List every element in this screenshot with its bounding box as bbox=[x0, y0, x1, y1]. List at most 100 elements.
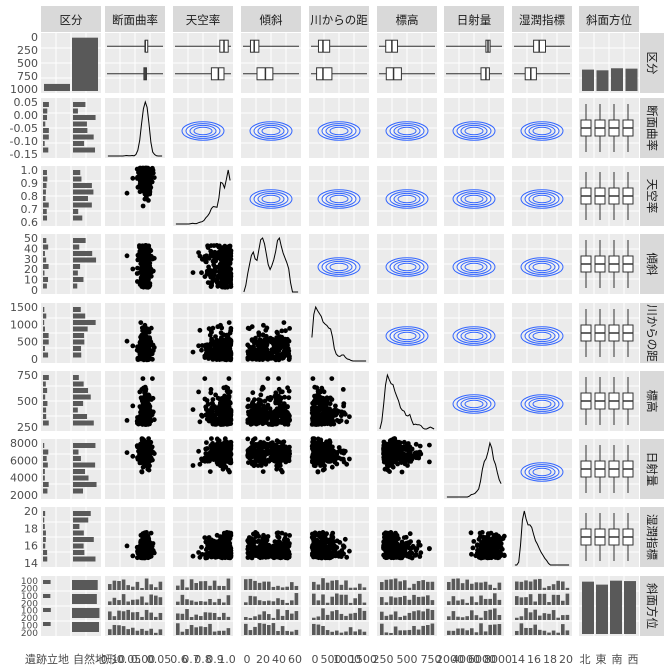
scatter-point bbox=[387, 469, 392, 474]
contour-line bbox=[249, 189, 293, 209]
scatter-point bbox=[265, 436, 271, 442]
histogram-bar bbox=[43, 530, 46, 536]
scatter-point bbox=[206, 455, 212, 461]
contour-line bbox=[397, 331, 417, 341]
scatter-point bbox=[245, 450, 251, 456]
contour-line bbox=[520, 121, 564, 141]
scatter-point bbox=[148, 273, 154, 279]
scatter-point bbox=[264, 351, 270, 357]
scatter-point bbox=[147, 189, 153, 195]
scatter-point bbox=[405, 441, 411, 446]
scatter-point bbox=[286, 395, 292, 401]
panel bbox=[512, 439, 572, 499]
panel bbox=[444, 439, 504, 499]
scatter-point bbox=[330, 418, 336, 424]
histogram-bar bbox=[73, 183, 92, 188]
box bbox=[317, 39, 331, 53]
scatter-point bbox=[213, 392, 219, 398]
histogram-bar bbox=[43, 381, 46, 387]
scatter-point bbox=[287, 444, 292, 450]
scatter-point bbox=[273, 453, 279, 459]
scatter-point bbox=[247, 344, 252, 350]
histogram-bar bbox=[43, 170, 47, 175]
density-curve bbox=[107, 100, 163, 157]
scatter-point bbox=[317, 397, 323, 403]
histogram-bar bbox=[73, 215, 83, 221]
scatter-point bbox=[285, 385, 290, 391]
scatter-point bbox=[324, 457, 330, 463]
scatter-point bbox=[213, 351, 219, 357]
scatter-point bbox=[213, 334, 218, 339]
panel bbox=[512, 33, 572, 93]
column-strip bbox=[309, 6, 369, 32]
scatter-point bbox=[287, 326, 292, 331]
row-strip bbox=[640, 439, 664, 499]
scatter-point bbox=[215, 395, 221, 401]
scatter-point bbox=[315, 392, 321, 398]
scatter-point bbox=[264, 412, 270, 418]
scatter-point bbox=[139, 469, 145, 474]
panel bbox=[377, 98, 437, 158]
scatter-point bbox=[332, 407, 338, 413]
panel bbox=[41, 166, 101, 226]
histogram-bar bbox=[43, 277, 49, 282]
scatter-point bbox=[262, 398, 268, 404]
scatter-point bbox=[142, 172, 148, 178]
contour-line bbox=[189, 124, 217, 138]
scatter-point bbox=[208, 343, 214, 348]
contour-line bbox=[393, 192, 421, 206]
histogram-bar bbox=[43, 251, 45, 256]
panel bbox=[309, 436, 369, 499]
panel bbox=[105, 507, 165, 567]
histogram-bar bbox=[43, 128, 49, 133]
scatter-point bbox=[142, 440, 148, 445]
scatter-point bbox=[255, 456, 261, 462]
panel bbox=[309, 98, 369, 158]
scatter-point bbox=[251, 437, 256, 443]
scatter-point bbox=[210, 273, 216, 279]
box bbox=[316, 67, 333, 81]
scatter-point bbox=[151, 345, 157, 350]
contour-line bbox=[524, 328, 560, 344]
scatter-point bbox=[314, 385, 320, 391]
row-strip bbox=[640, 576, 664, 636]
scatter-point bbox=[204, 407, 209, 412]
scatter-point bbox=[150, 376, 155, 381]
histogram-bar bbox=[73, 170, 81, 175]
contour-line bbox=[257, 192, 285, 206]
histogram-bar bbox=[73, 550, 85, 555]
scatter-point bbox=[148, 248, 154, 254]
scatter-point bbox=[336, 445, 342, 450]
scatter-point bbox=[275, 464, 280, 470]
scatter-point bbox=[270, 354, 275, 359]
density-curve bbox=[243, 236, 299, 293]
histogram-bar bbox=[73, 443, 96, 448]
scatter-point bbox=[247, 455, 252, 461]
scatter-point bbox=[220, 444, 226, 450]
scatter-point bbox=[277, 395, 282, 401]
scatter-point bbox=[226, 376, 232, 381]
scatter-point bbox=[383, 444, 389, 450]
scatter-point bbox=[283, 420, 288, 426]
scatter-point bbox=[225, 453, 231, 458]
scatter-point bbox=[149, 412, 155, 418]
scatter-point bbox=[225, 390, 231, 396]
contour-line bbox=[249, 121, 293, 141]
scatter-point bbox=[227, 253, 233, 258]
scatter-point bbox=[255, 343, 261, 348]
row-strip bbox=[640, 33, 664, 93]
scatter-point bbox=[282, 453, 288, 458]
density-curve bbox=[311, 305, 367, 362]
scatter-point bbox=[141, 248, 147, 254]
row-strip-label: 日射量 bbox=[645, 452, 659, 487]
scatter-point bbox=[269, 447, 275, 452]
scatter-point bbox=[135, 184, 141, 190]
scatter-point bbox=[214, 409, 220, 415]
scatter-point bbox=[256, 404, 262, 410]
scatter-point bbox=[251, 420, 256, 426]
panel bbox=[309, 303, 369, 363]
panel bbox=[512, 166, 572, 226]
scatter-point bbox=[310, 447, 316, 452]
histogram-bar bbox=[43, 346, 45, 351]
row-strip-label: 傾斜 bbox=[645, 253, 659, 276]
